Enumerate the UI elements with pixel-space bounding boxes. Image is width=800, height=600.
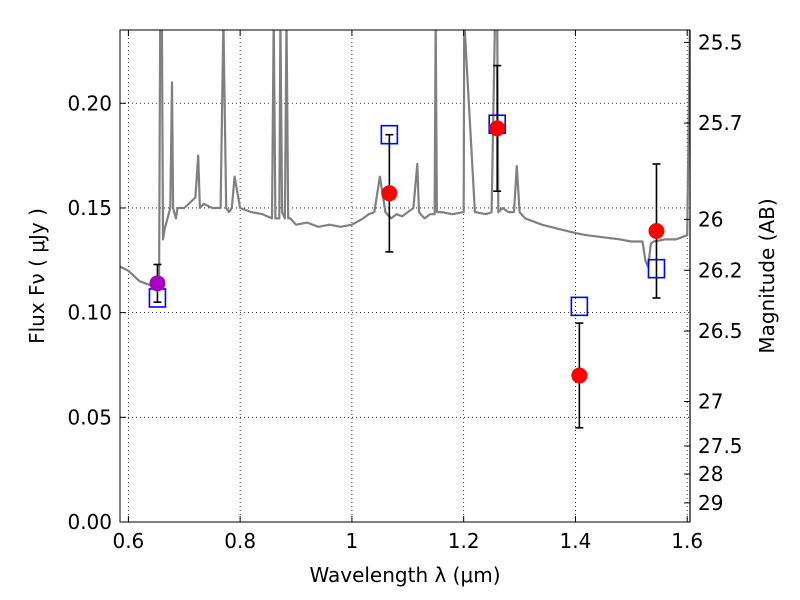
x-tick-label: 0.8 [224, 529, 256, 553]
right-tick-label: 26 [698, 207, 723, 231]
grid-lines [120, 30, 690, 523]
y-axis-ticks: 0.00 0.05 0.10 0.15 0.20 [67, 91, 126, 534]
model-photometry-square [380, 124, 399, 145]
observed-markers [149, 120, 665, 384]
right-tick-label: 28 [698, 462, 723, 486]
x-tick-label: 0.6 [112, 529, 144, 553]
right-axis-ticks: 25.5 25.7 26 26.2 26.5 27 27.5 28 29 [684, 30, 743, 515]
right-tick-label: 27.5 [698, 434, 743, 458]
observed-point [489, 120, 506, 137]
observed-point [149, 275, 166, 292]
right-tick-label: 27 [698, 390, 723, 414]
right-tick-label: 29 [698, 491, 723, 515]
right-tick-label: 26.5 [698, 319, 743, 343]
x-tick-label: 1.2 [448, 529, 480, 553]
y-axis-label: Flux Fν ( μJy ) [25, 208, 49, 344]
y-tick-label: 0.05 [67, 405, 112, 429]
x-tick-label: 1.6 [671, 529, 703, 553]
plot-frame [119, 29, 691, 523]
model-photometry-square [647, 258, 666, 279]
y-tick-label: 0.20 [67, 91, 112, 115]
x-axis-label: Wavelength λ (μm) [309, 563, 500, 587]
right-tick-label: 25.7 [698, 111, 743, 135]
model-photometry-square [570, 296, 589, 317]
y-tick-label: 0.10 [67, 301, 112, 325]
y-tick-label: 0.15 [67, 196, 112, 220]
right-tick-label: 26.2 [698, 258, 743, 282]
x-tick-label: 1.4 [560, 529, 592, 553]
observed-point [381, 185, 398, 202]
right-axis-label: Magnitude (AB) [755, 198, 779, 353]
right-tick-label: 25.5 [698, 30, 743, 54]
x-axis-ticks: 0.6 0.8 1 1.2 1.4 1.6 [112, 30, 703, 553]
model-photometry-markers [148, 114, 666, 317]
observed-point [571, 367, 588, 384]
observed-point [648, 222, 665, 239]
x-tick-label: 1 [346, 529, 359, 553]
y-tick-label: 0.00 [67, 510, 112, 534]
model-spectrum-line [120, 30, 690, 287]
